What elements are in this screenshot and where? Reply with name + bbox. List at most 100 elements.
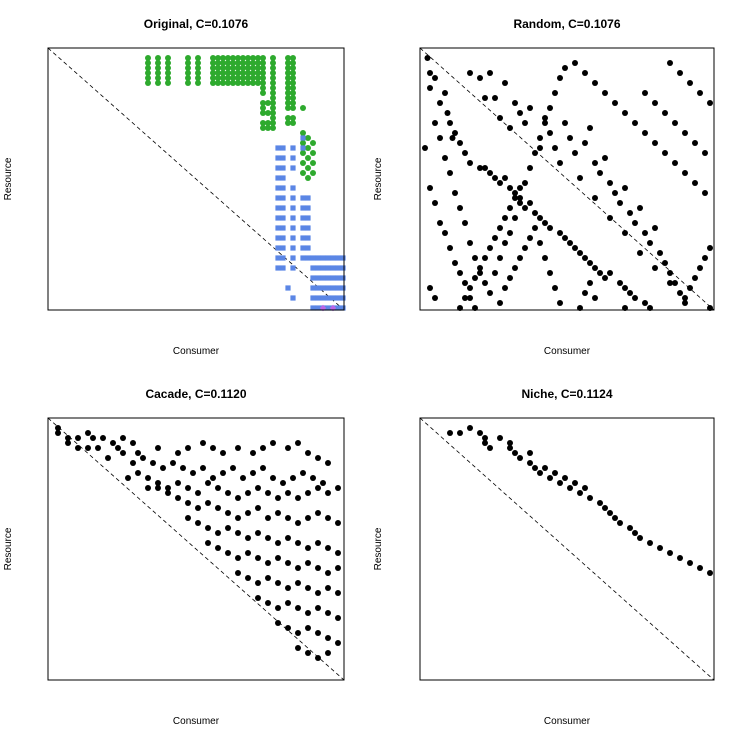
data-point: [305, 545, 311, 551]
data-point: [577, 250, 583, 256]
data-point: [315, 540, 321, 546]
data-point: [310, 160, 316, 166]
data-point: [517, 255, 523, 261]
data-point: [492, 270, 498, 276]
data-point: [502, 215, 508, 221]
data-point: [220, 75, 226, 81]
data-point: [642, 230, 648, 236]
data-point: [692, 180, 698, 186]
data-point: [75, 435, 81, 441]
data-point: [300, 150, 306, 156]
data-point: [215, 505, 221, 511]
data-point: [507, 445, 513, 451]
data-point: [547, 130, 553, 136]
data-point: [285, 70, 291, 76]
data-point: [325, 545, 331, 551]
data-point: [305, 205, 311, 211]
data-point: [265, 490, 271, 496]
data-point: [562, 235, 568, 241]
data-point: [487, 245, 493, 251]
data-point: [305, 515, 311, 521]
data-point: [702, 150, 708, 156]
data-point: [325, 265, 331, 271]
data-point: [285, 90, 291, 96]
data-point: [682, 130, 688, 136]
data-point: [270, 70, 276, 76]
data-point: [335, 285, 341, 291]
data-point: [165, 60, 171, 66]
data-point: [612, 190, 618, 196]
data-point: [315, 275, 321, 281]
data-point: [290, 215, 296, 221]
data-point: [280, 225, 286, 231]
data-point: [250, 80, 256, 86]
data-point: [210, 80, 216, 86]
data-point: [497, 255, 503, 261]
data-point: [290, 145, 296, 151]
data-point: [707, 570, 713, 576]
data-point: [285, 535, 291, 541]
data-point: [647, 540, 653, 546]
data-point: [290, 95, 296, 101]
data-point: [472, 275, 478, 281]
data-point: [275, 510, 281, 516]
data-point: [467, 425, 473, 431]
data-point: [677, 555, 683, 561]
data-point: [602, 155, 608, 161]
data-point: [320, 480, 326, 486]
data-point: [295, 645, 301, 651]
data-point: [572, 60, 578, 66]
data-point: [255, 595, 261, 601]
data-point: [562, 120, 568, 126]
data-point: [582, 255, 588, 261]
chart-title: Random, C=0.1076: [513, 17, 620, 31]
data-point: [305, 135, 311, 141]
data-point: [145, 70, 151, 76]
data-point: [330, 295, 336, 301]
data-point: [165, 485, 171, 491]
data-point: [692, 140, 698, 146]
data-point: [215, 530, 221, 536]
data-point: [627, 210, 633, 216]
data-point: [220, 60, 226, 66]
data-point: [452, 190, 458, 196]
data-point: [225, 490, 231, 496]
data-point: [145, 80, 151, 86]
data-point: [195, 505, 201, 511]
data-point: [240, 80, 246, 86]
data-point: [632, 295, 638, 301]
data-point: [285, 115, 291, 121]
data-point: [205, 480, 211, 486]
data-point: [300, 235, 306, 241]
data-point: [582, 140, 588, 146]
data-point: [290, 195, 296, 201]
data-point: [335, 520, 341, 526]
data-point: [250, 450, 256, 456]
data-point: [165, 75, 171, 81]
data-point: [270, 115, 276, 121]
data-point: [265, 560, 271, 566]
data-point: [155, 445, 161, 451]
data-point: [687, 560, 693, 566]
data-points: [447, 425, 713, 576]
data-point: [627, 290, 633, 296]
data-point: [652, 265, 658, 271]
data-point: [424, 55, 431, 61]
data-point: [492, 235, 498, 241]
data-point: [657, 250, 663, 256]
data-point: [290, 120, 296, 126]
data-point: [225, 60, 231, 66]
data-point: [155, 55, 161, 61]
data-point: [290, 205, 296, 211]
data-point: [285, 445, 291, 451]
data-point: [562, 65, 568, 71]
data-point: [210, 70, 216, 76]
data-point: [270, 120, 276, 126]
data-point: [130, 460, 136, 466]
data-point: [145, 475, 151, 481]
data-point: [325, 490, 331, 496]
data-point: [225, 80, 231, 86]
data-point: [145, 485, 151, 491]
data-point: [300, 145, 306, 151]
